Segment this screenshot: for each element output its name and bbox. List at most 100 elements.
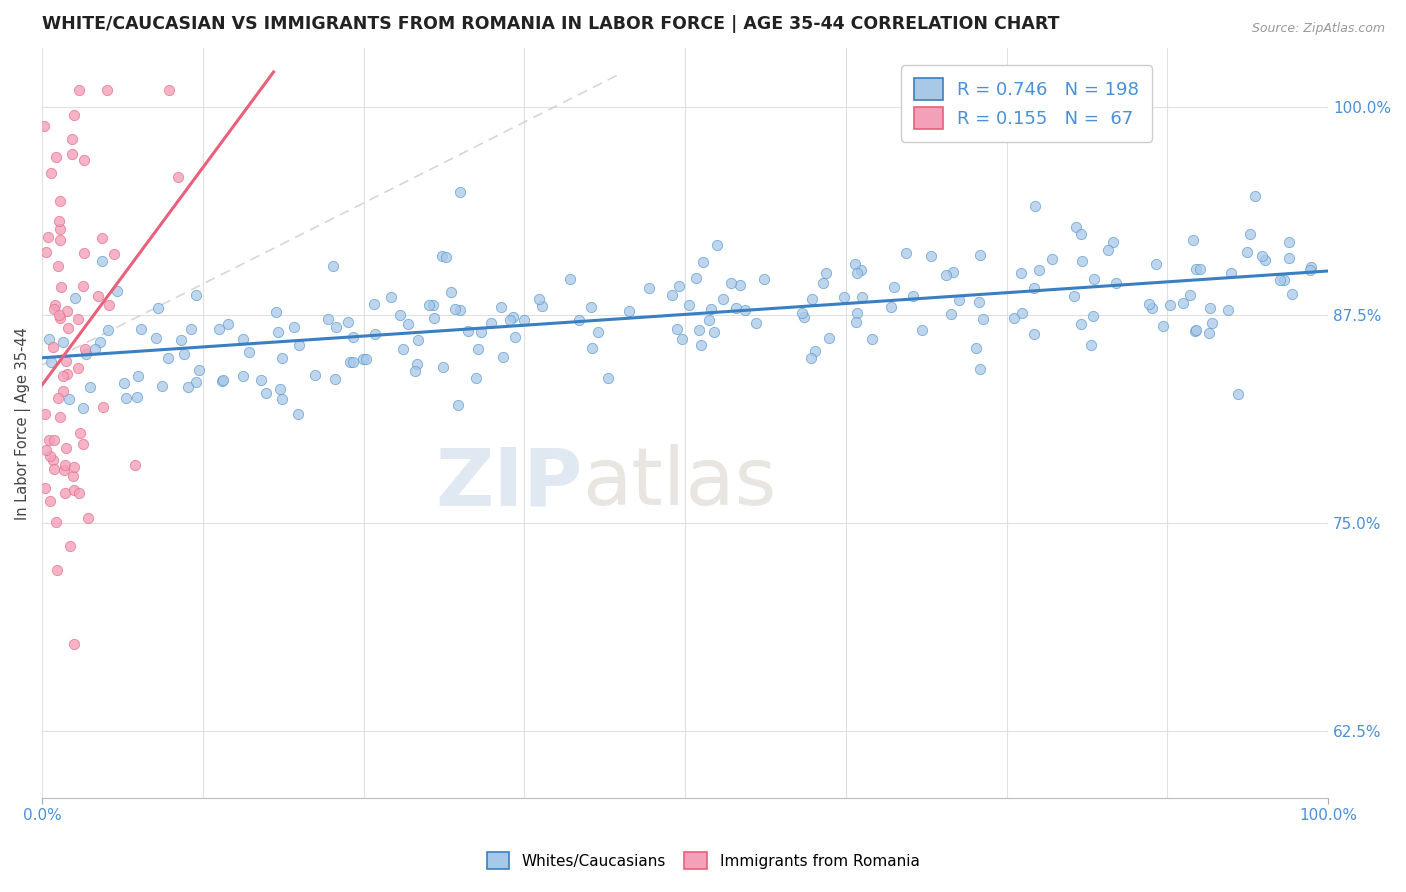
Point (90, 253, 112, 268)
Point (42, 340, 65, 354)
Point (129, 322, 152, 336)
Point (105, 284, 128, 298)
Point (457, 324, 479, 338)
Point (638, 281, 661, 295)
Point (39, 355, 62, 369)
Point (1022, 327, 1045, 342)
Point (450, 186, 472, 200)
Point (502, 310, 524, 324)
Point (342, 330, 364, 344)
Point (283, 320, 305, 334)
Point (804, 343, 827, 358)
Point (112, 376, 135, 390)
Point (63, 291, 86, 305)
Point (45, 562, 67, 576)
Point (530, 300, 553, 314)
Point (62, 468, 84, 483)
Point (254, 385, 277, 400)
Point (942, 265, 965, 279)
Point (186, 288, 208, 302)
Point (322, 260, 344, 274)
Point (661, 288, 683, 302)
Point (316, 312, 339, 326)
Point (688, 323, 710, 337)
Point (34, 407, 56, 421)
Point (728, 277, 751, 292)
Point (103, 247, 125, 261)
Point (96, 83, 118, 97)
Point (37, 230, 59, 244)
Point (342, 355, 364, 369)
Point (1002, 310, 1025, 325)
Point (423, 311, 446, 326)
Point (972, 312, 994, 326)
Point (1216, 303, 1239, 318)
Point (288, 338, 311, 352)
Point (352, 351, 374, 366)
Point (114, 391, 136, 405)
Point (969, 361, 991, 376)
Point (53, 458, 76, 473)
Point (72, 278, 94, 293)
Point (55, 367, 77, 381)
Point (56, 320, 79, 334)
Point (250, 373, 273, 387)
Point (844, 257, 866, 271)
Point (434, 250, 457, 264)
Point (264, 305, 287, 319)
Point (440, 285, 463, 299)
Point (813, 277, 835, 291)
Point (689, 338, 711, 352)
Point (700, 301, 723, 316)
Point (845, 315, 868, 329)
Point (156, 351, 179, 366)
Point (800, 351, 823, 365)
Point (967, 295, 990, 310)
Point (467, 343, 489, 357)
Point (965, 341, 987, 355)
Point (35, 442, 58, 457)
Point (685, 271, 707, 285)
Point (212, 373, 235, 387)
Point (336, 315, 359, 329)
Point (1185, 262, 1208, 277)
Point (711, 292, 734, 306)
Point (845, 267, 868, 281)
Point (67, 83, 90, 97)
Point (1028, 262, 1050, 277)
Point (127, 390, 149, 404)
Point (127, 368, 149, 383)
Point (1152, 319, 1174, 334)
Point (49, 280, 72, 294)
Point (177, 380, 200, 394)
Point (66, 361, 89, 376)
Point (849, 262, 872, 277)
Point (44, 302, 66, 317)
Point (745, 316, 768, 330)
Point (211, 375, 233, 389)
Point (1254, 253, 1277, 268)
Point (98, 298, 121, 312)
Point (42, 461, 65, 475)
Point (692, 255, 714, 269)
Point (304, 368, 326, 382)
Point (911, 323, 934, 337)
Text: Source: ZipAtlas.com: Source: ZipAtlas.com (1251, 22, 1385, 36)
Point (238, 344, 260, 359)
Point (1081, 310, 1104, 324)
Point (323, 372, 346, 386)
Point (49, 310, 72, 325)
Point (39, 493, 62, 508)
Point (1189, 262, 1212, 277)
Point (73, 153, 96, 167)
Point (1070, 318, 1092, 332)
Point (38, 332, 60, 346)
Point (1236, 244, 1258, 259)
Point (53, 486, 76, 500)
Point (52, 334, 75, 349)
Point (1181, 233, 1204, 247)
Point (432, 360, 454, 375)
Point (52, 368, 75, 383)
Point (52, 384, 75, 398)
Point (1105, 277, 1128, 291)
